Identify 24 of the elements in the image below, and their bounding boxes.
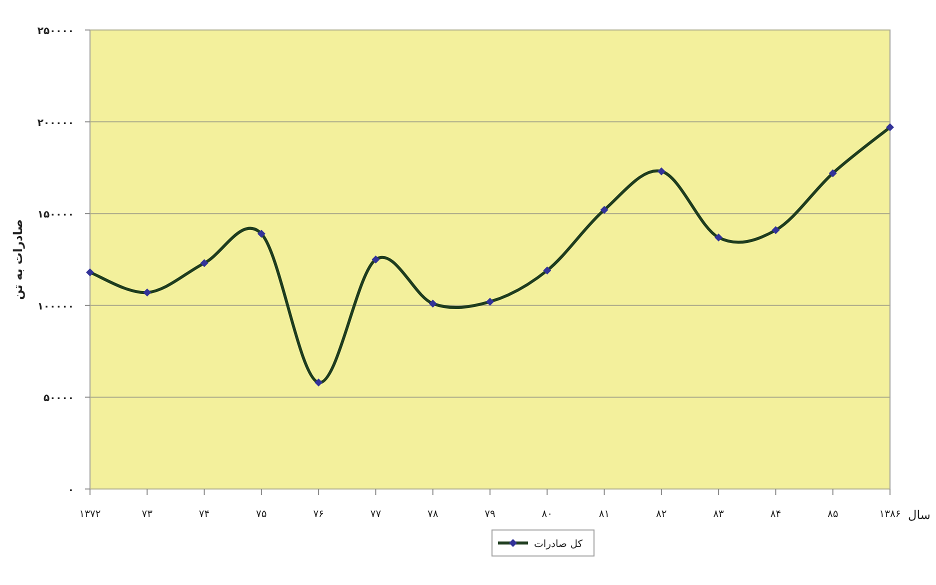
x-tick-label: ۸۲ <box>656 509 667 520</box>
x-tick-label: ۷۵ <box>256 509 267 520</box>
y-tick-label: ۱۰۰۰۰۰ <box>37 301 74 312</box>
y-axis-title: صادرات به تن <box>11 219 25 300</box>
x-tick-label: ۸۴ <box>770 509 782 520</box>
x-tick-label: ۷۳ <box>142 509 154 520</box>
x-tick-label: ۷۹ <box>484 509 496 520</box>
x-axis-title: سال <box>908 508 930 522</box>
x-tick-label: ۷۸ <box>427 509 439 520</box>
x-tick-label: ۸۳ <box>713 509 725 520</box>
x-tick-label: ۱۳۷۲ <box>79 509 101 520</box>
x-tick-label: ۸۵ <box>827 509 838 520</box>
y-tick-label: ۲۵۰۰۰۰ <box>37 26 74 37</box>
x-tick-label: ۸۰ <box>542 509 553 520</box>
legend-label: کل صادرات <box>534 539 583 550</box>
x-tick-label: ۷۷ <box>370 509 382 520</box>
x-tick-label: ۷۶ <box>313 509 324 520</box>
y-tick-label: ۰ <box>68 485 74 496</box>
y-tick-label: ۵۰۰۰۰ <box>43 393 74 404</box>
x-tick-label: ۷۴ <box>198 509 210 520</box>
y-tick-label: ۱۵۰۰۰۰ <box>37 210 74 221</box>
x-tick-label: ۱۳۸۶ <box>879 509 901 520</box>
y-tick-label: ۲۰۰۰۰۰ <box>37 118 74 129</box>
x-tick-label: ۸۱ <box>598 509 610 520</box>
